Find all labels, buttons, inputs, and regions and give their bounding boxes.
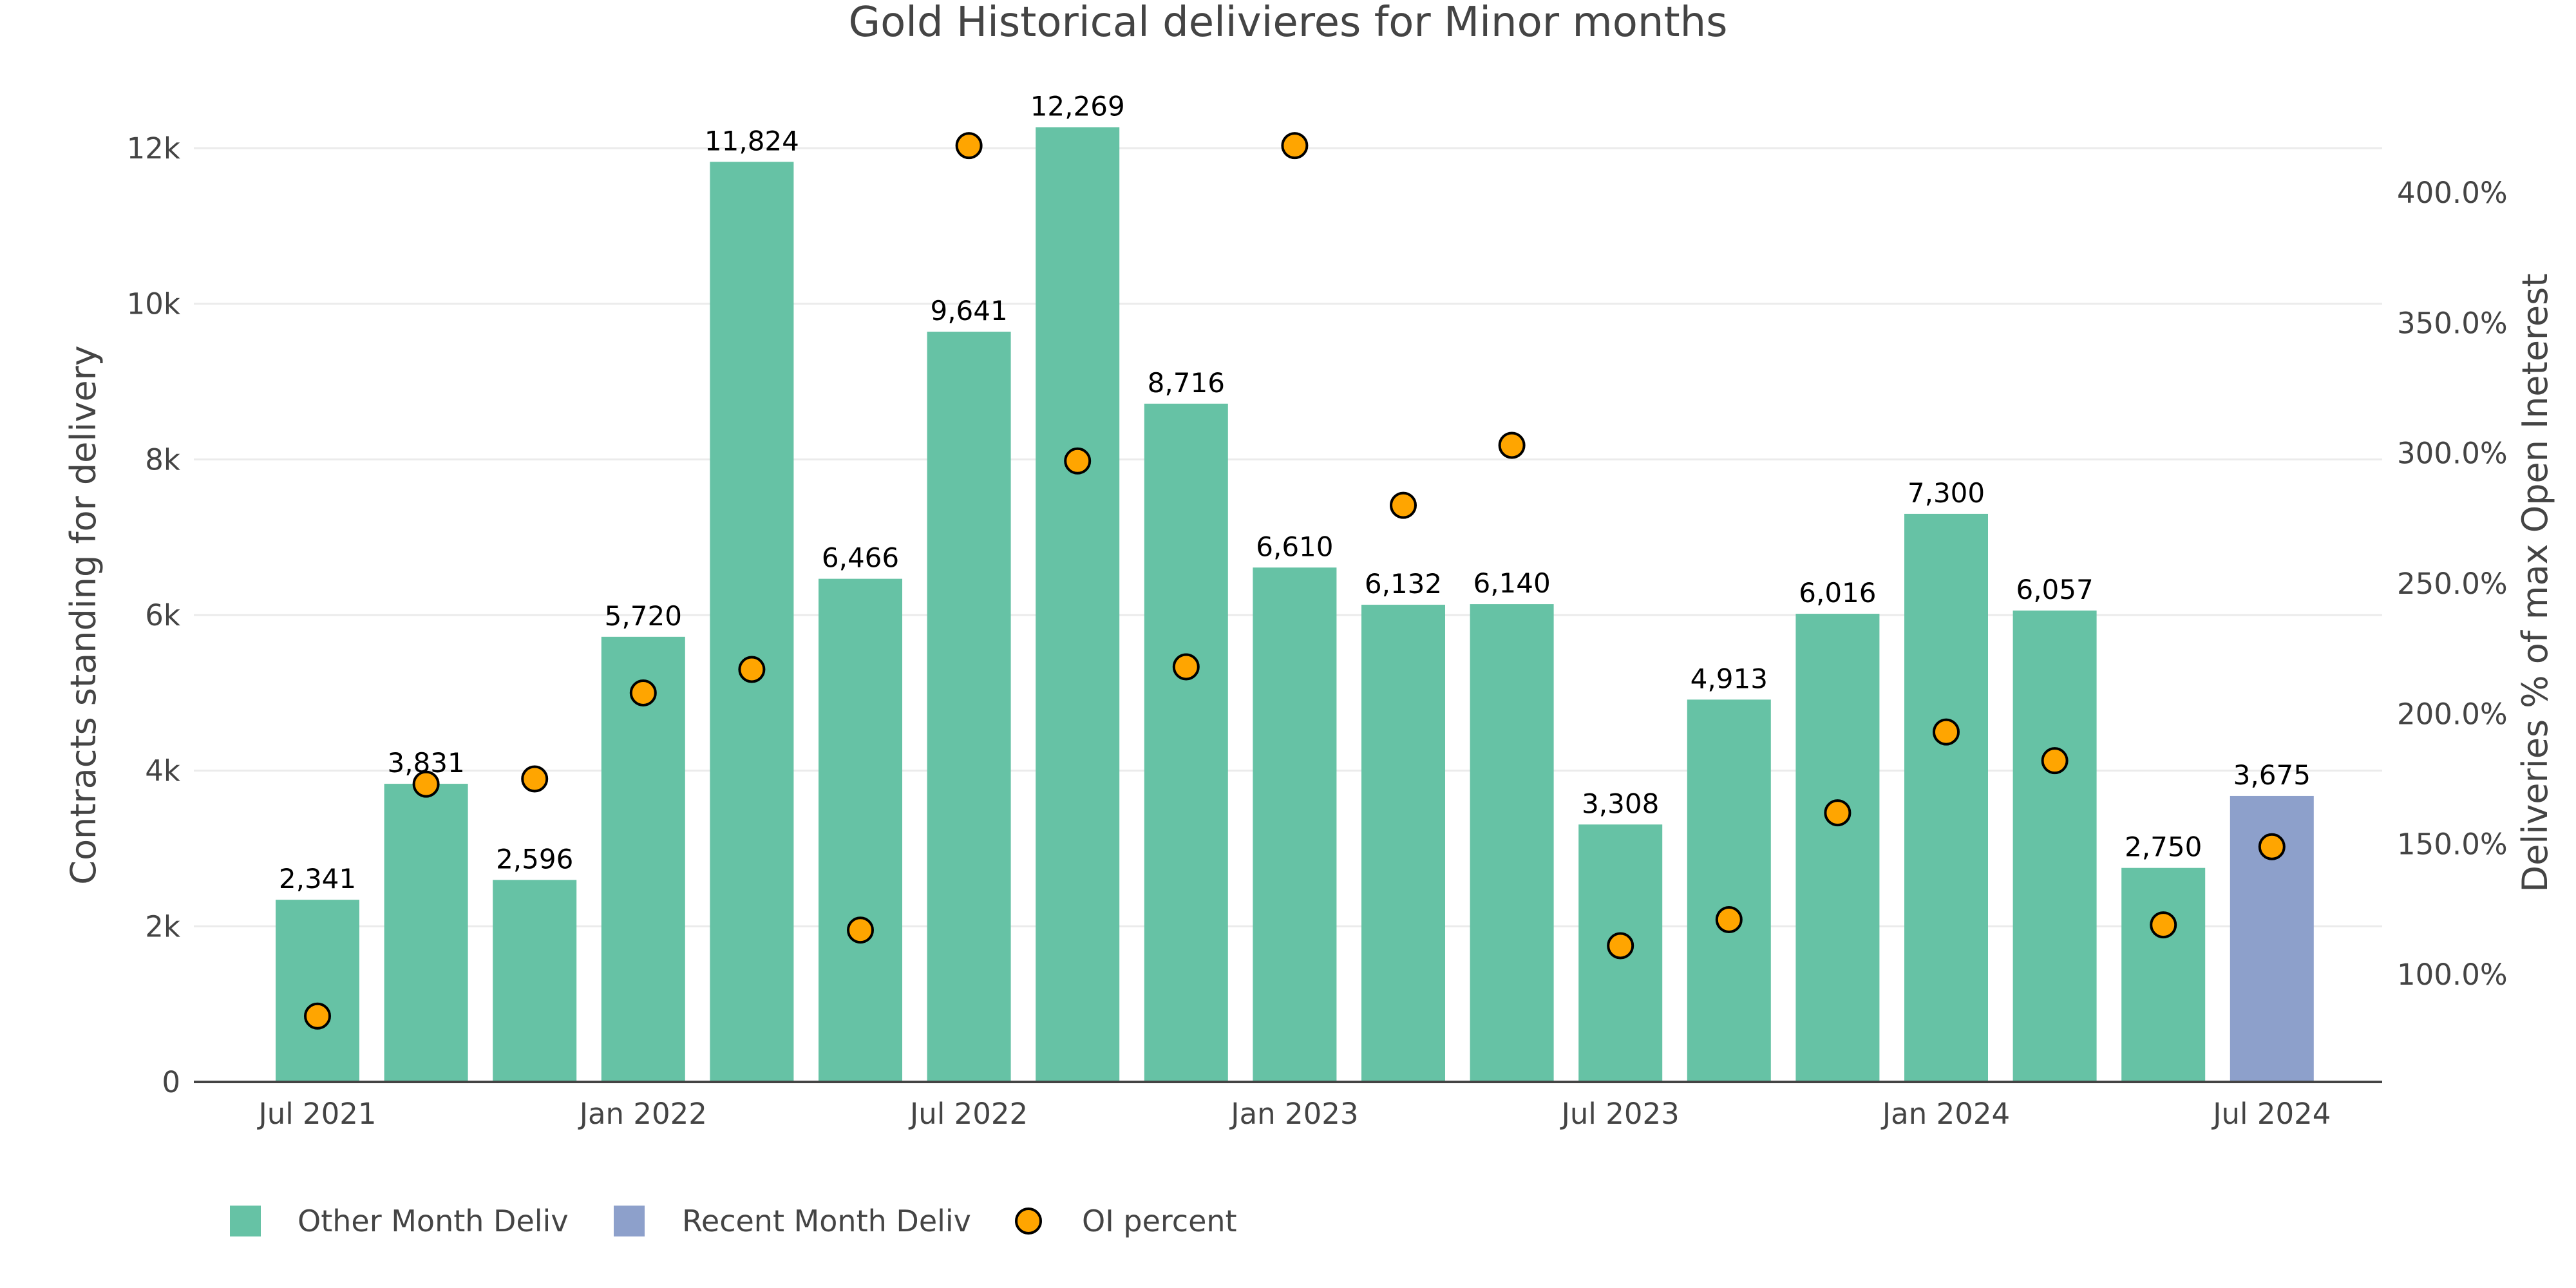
y2-tick-label: 250.0%: [2397, 567, 2508, 601]
x-tick-label: Jul 2022: [908, 1097, 1028, 1131]
oi-percent-dot[interactable]: [738, 656, 766, 683]
bar-other-month-deliv[interactable]: [1904, 513, 1988, 1082]
y-tick-label: 4k: [145, 754, 180, 788]
y2-tick-label: 150.0%: [2397, 828, 2508, 862]
bar-value-label: 4,913: [1690, 663, 1768, 694]
y-tick-label: 10k: [127, 287, 180, 321]
bar-value-label: 6,016: [1799, 577, 1876, 609]
bar-other-month-deliv[interactable]: [2012, 611, 2097, 1082]
oi-percent-dot[interactable]: [1498, 431, 1526, 459]
oi-percent-dot[interactable]: [1172, 653, 1200, 681]
bar-other-month-deliv[interactable]: [493, 880, 577, 1082]
oi-percent-dot[interactable]: [1607, 932, 1634, 960]
bar-value-label: 2,596: [496, 843, 573, 875]
y2-tick-label: 300.0%: [2397, 437, 2508, 471]
oi-percent-dot[interactable]: [1824, 799, 1852, 827]
y-tick-label: 12k: [127, 131, 180, 166]
oi-percent-dot[interactable]: [1390, 491, 1417, 519]
y-ticks: 0 2k 4k 6k 8k 10k 12k: [127, 131, 180, 1099]
y-tick-label: 0: [162, 1065, 180, 1099]
bar-other-month-deliv[interactable]: [710, 162, 794, 1083]
bar-value-label: 12,269: [1030, 90, 1125, 122]
bar-other-month-deliv[interactable]: [1253, 567, 1337, 1082]
x-tick-label: Jul 2024: [2211, 1097, 2331, 1131]
x-tick-label: Jan 2024: [1880, 1097, 2010, 1131]
legend-item-recent-month-deliv[interactable]: Recent Month Deliv: [614, 1204, 971, 1238]
bar-value-label: 6,610: [1256, 531, 1333, 562]
y2-tick-label: 100.0%: [2397, 958, 2508, 992]
bar-value-label: 3,308: [1582, 788, 1659, 819]
y-tick-label: 2k: [145, 909, 180, 943]
x-tick-label: Jul 2021: [256, 1097, 376, 1131]
bar-other-month-deliv[interactable]: [1687, 699, 1771, 1082]
legend: Other Month Deliv Recent Month Deliv OI pe…: [230, 1204, 1237, 1238]
y2-tick-label: 200.0%: [2397, 697, 2508, 731]
oi-percent-dot[interactable]: [1064, 447, 1092, 475]
bar-value-label: 6,057: [2016, 574, 2093, 605]
oi-percent-dot[interactable]: [847, 916, 874, 944]
oi-percent-dot[interactable]: [629, 679, 657, 706]
bar-other-month-deliv[interactable]: [927, 332, 1011, 1082]
oi-percent-dot[interactable]: [412, 770, 440, 798]
y2-ticks: 100.0% 150.0% 200.0% 250.0% 300.0% 350.0% 400.…: [2397, 176, 2508, 992]
y-tick-label: 6k: [145, 598, 180, 632]
bar-other-month-deliv[interactable]: [1036, 127, 1120, 1082]
bar-labels: 2,3413,8312,5965,72011,8246,4669,64112,2…: [279, 90, 2311, 895]
bar-value-label: 8,716: [1148, 367, 1225, 399]
bar-other-month-deliv[interactable]: [1144, 403, 1228, 1082]
x-ticks: Jul 2021 Jan 2022 Jul 2022 Jan 2023 Jul 2023…: [256, 1097, 2331, 1131]
oi-percent-dot[interactable]: [1281, 132, 1309, 160]
legend-label: Other Month Deliv: [298, 1204, 569, 1238]
legend-swatch: [230, 1206, 261, 1236]
bar-other-month-deliv[interactable]: [1470, 604, 1554, 1082]
y2-tick-label: 350.0%: [2397, 306, 2508, 340]
legend-item-oi-percent[interactable]: OI percent: [1015, 1204, 1237, 1238]
legend-item-other-month-deliv[interactable]: Other Month Deliv: [230, 1204, 569, 1238]
bar-value-label: 3,675: [2233, 759, 2311, 791]
bar-value-label: 11,824: [705, 125, 799, 156]
bar-value-label: 6,140: [1473, 567, 1550, 599]
legend-swatch: [1015, 1208, 1042, 1235]
x-tick-label: Jul 2023: [1560, 1097, 1680, 1131]
bar-other-month-deliv[interactable]: [1361, 605, 1445, 1082]
y2-axis-title: Deliveries % of max Open Ineterest: [2515, 274, 2555, 893]
y-tick-label: 8k: [145, 442, 180, 477]
x-tick-label: Jan 2022: [578, 1097, 707, 1131]
oi-percent-dot[interactable]: [2258, 833, 2286, 860]
bar-value-label: 9,641: [930, 295, 1007, 327]
bar-other-month-deliv[interactable]: [276, 900, 359, 1082]
bar-value-label: 2,750: [2125, 831, 2202, 863]
legend-label: OI percent: [1082, 1204, 1237, 1238]
bar-other-month-deliv[interactable]: [819, 578, 902, 1082]
chart-title: Gold Historical delivieres for Minor mon…: [849, 0, 1728, 46]
bar-value-label: 5,720: [605, 600, 682, 632]
bar-other-month-deliv[interactable]: [1795, 614, 1880, 1082]
legend-label: Recent Month Deliv: [682, 1204, 971, 1238]
bar-other-month-deliv[interactable]: [2121, 867, 2206, 1082]
bar-value-label: 7,300: [1908, 477, 1985, 509]
y-axis-title: Contracts standing for delivery: [63, 345, 104, 884]
oi-percent-dot[interactable]: [955, 132, 983, 160]
oi-percent-dot[interactable]: [2150, 911, 2177, 939]
bar-value-label: 6,466: [822, 542, 899, 574]
oi-dots: [304, 132, 2286, 1030]
bars: [276, 127, 2314, 1083]
oi-percent-dot[interactable]: [1715, 906, 1743, 934]
oi-percent-dot[interactable]: [304, 1002, 331, 1030]
y2-tick-label: 400.0%: [2397, 176, 2508, 210]
x-tick-label: Jan 2023: [1229, 1097, 1358, 1131]
oi-percent-dot[interactable]: [521, 765, 549, 793]
oi-percent-dot[interactable]: [2041, 747, 2069, 775]
bar-other-month-deliv[interactable]: [384, 784, 468, 1082]
oi-percent-dot[interactable]: [1933, 718, 1960, 746]
bar-other-month-deliv[interactable]: [601, 636, 685, 1082]
bar-value-label: 2,341: [279, 863, 356, 895]
bar-value-label: 6,132: [1365, 568, 1442, 600]
legend-swatch: [614, 1206, 645, 1236]
